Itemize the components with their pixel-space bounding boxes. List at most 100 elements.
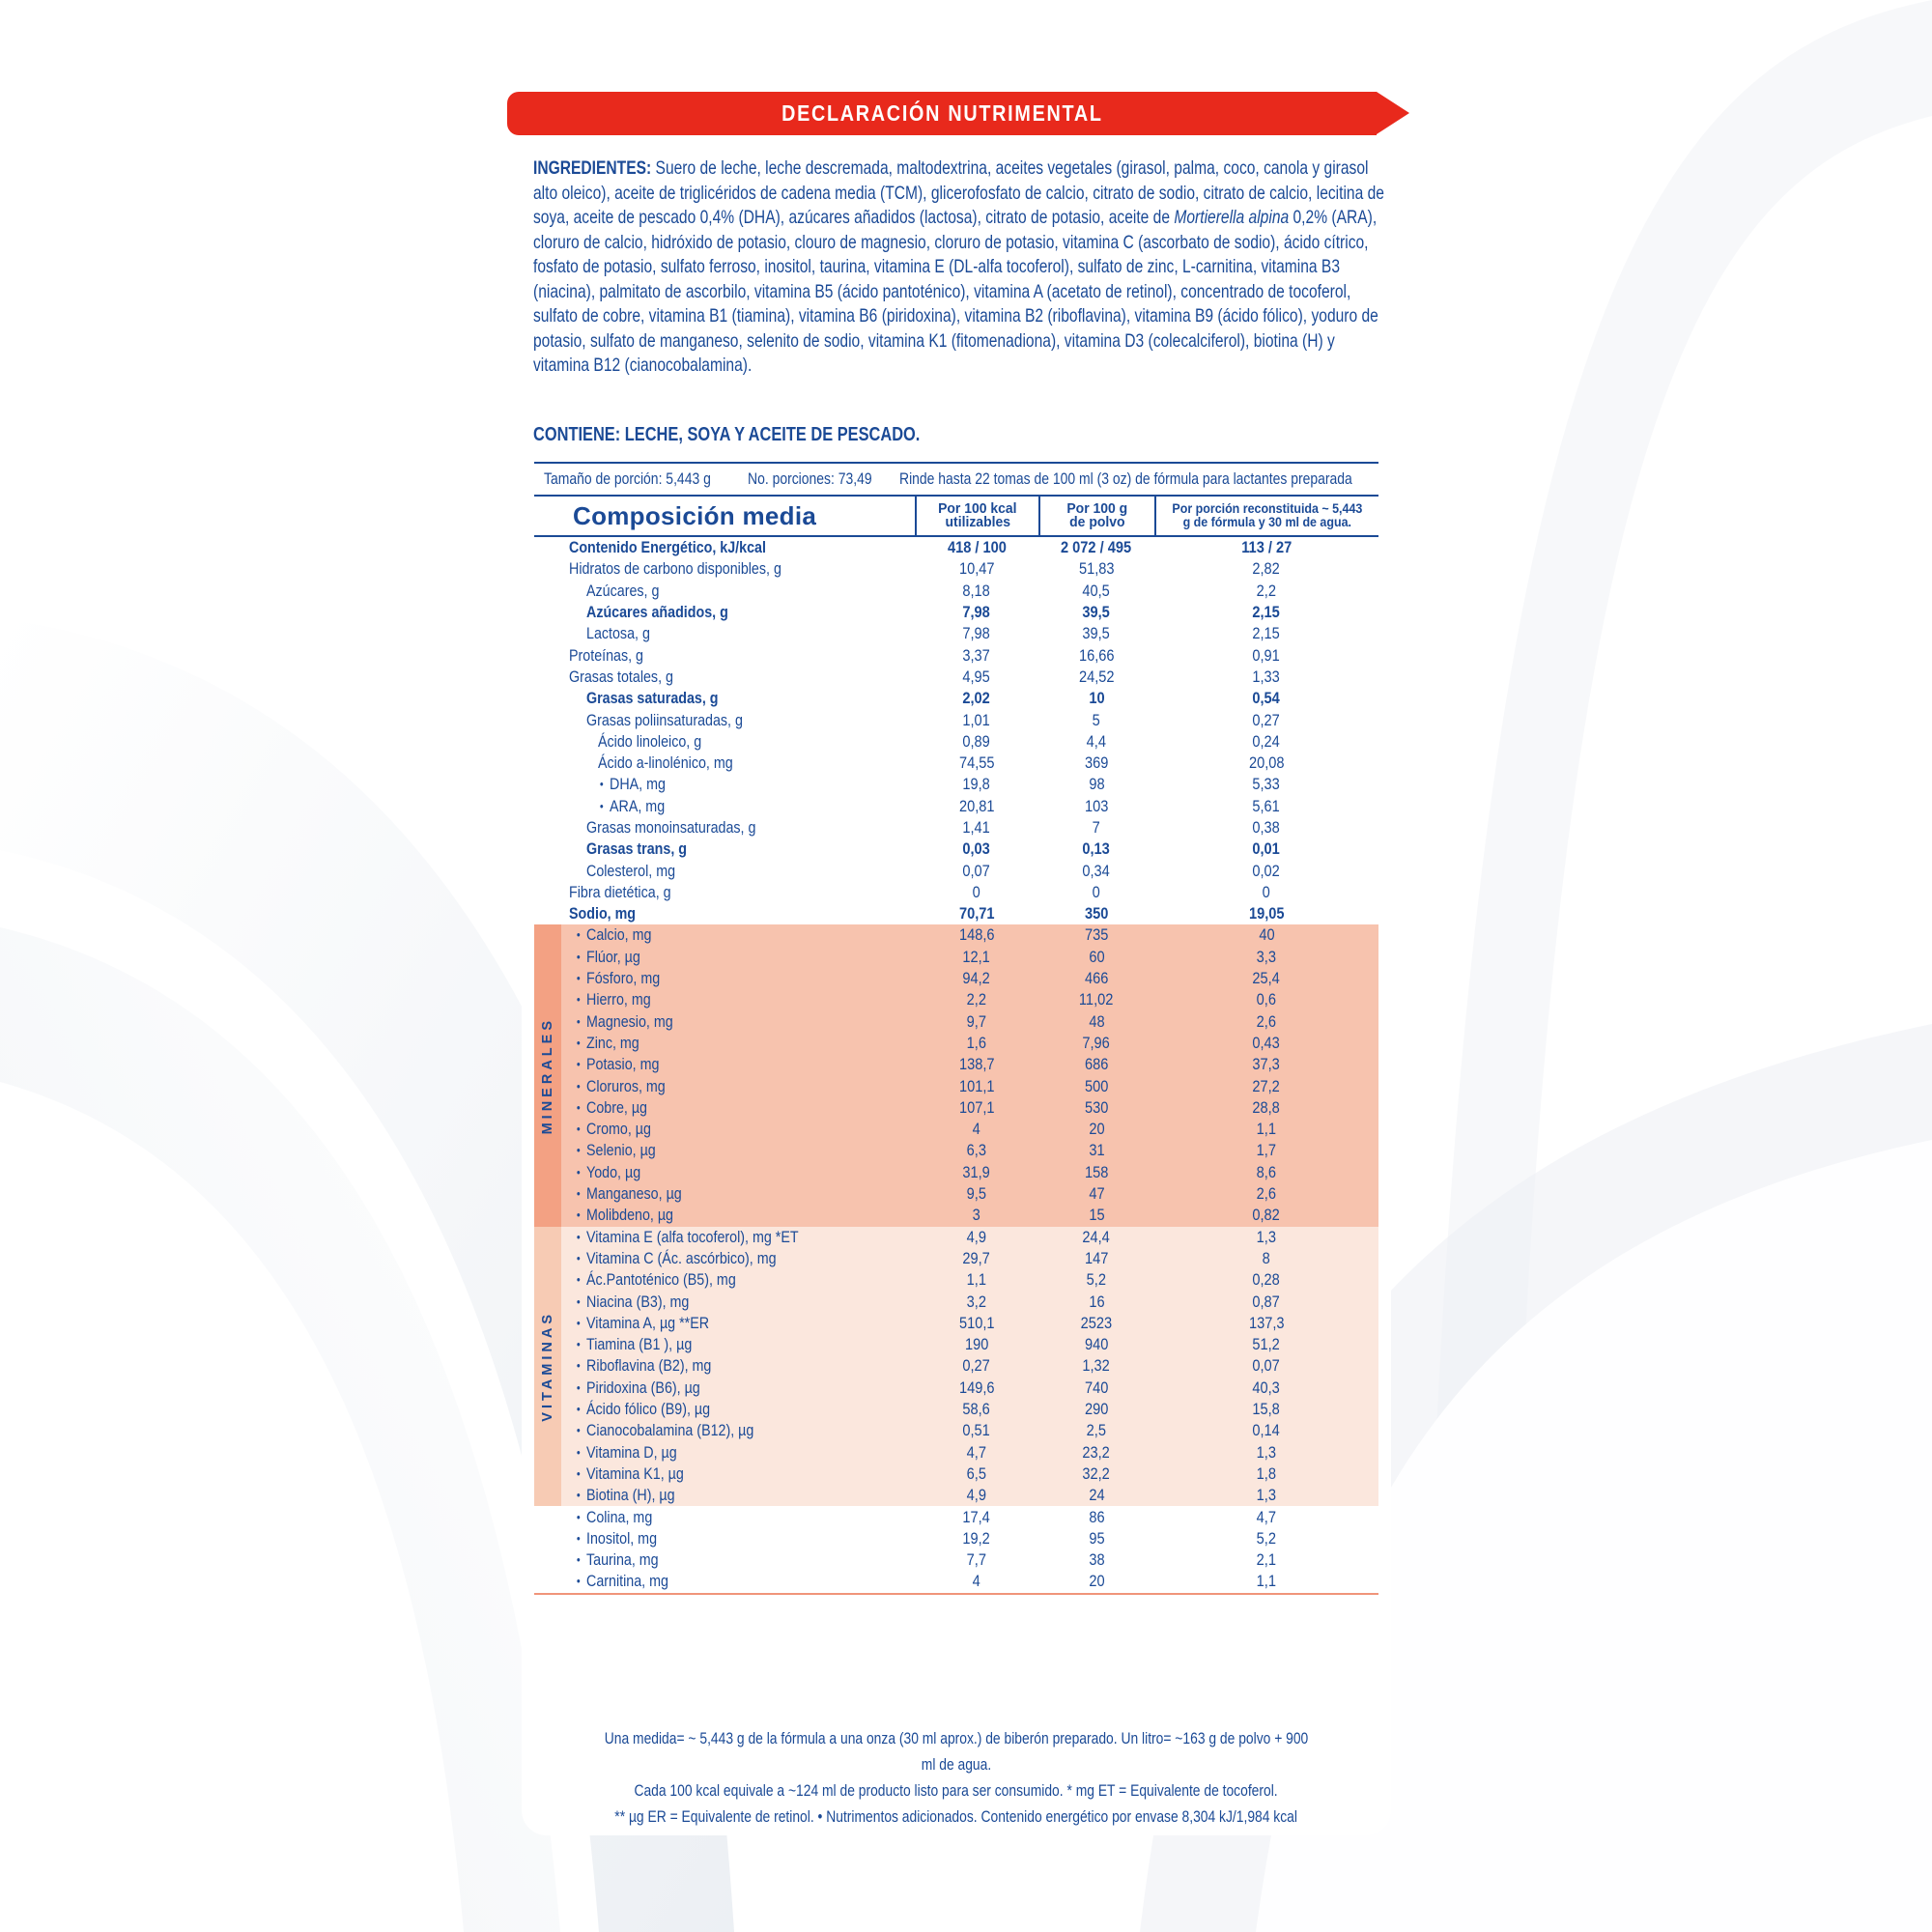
table-row: Colesterol, mg 0,07 0,34 0,02 <box>534 860 1378 881</box>
nutrient-label: Sodio, mg <box>569 904 637 923</box>
table-row: Cianocobalamina (B12), µg 0,51 2,5 0,14 <box>534 1420 1378 1441</box>
value-per-100kcal: 1,41 <box>962 818 991 837</box>
value-per-serving: 1,3 <box>1256 1442 1277 1462</box>
value-per-serving: 0 <box>1262 882 1271 901</box>
col0-line1: Por 100 kcal <box>938 500 1017 517</box>
value-per-100g: 24,4 <box>1082 1227 1111 1246</box>
value-per-100g: 7 <box>1092 818 1101 837</box>
value-per-100kcal: 1,01 <box>962 710 991 729</box>
table-section-otros: Colina, mg 17,4 86 4,7 Inositol, mg 19,2 95 5,2… <box>534 1506 1378 1592</box>
value-per-100kcal: 4 <box>972 1572 981 1591</box>
value-per-100kcal: 0,07 <box>962 861 991 880</box>
value-per-100g: 24,52 <box>1078 667 1115 686</box>
value-per-100kcal: 31,9 <box>962 1162 991 1181</box>
value-per-serving: 1,8 <box>1256 1463 1277 1483</box>
footnotes: Una medida= ~ 5,443 g de la fórmula a un… <box>534 1726 1378 1831</box>
table-row: Flúor, µg 12,1 60 3,3 <box>534 947 1378 968</box>
value-per-serving: 1,1 <box>1256 1572 1277 1591</box>
value-per-serving: 0,01 <box>1252 839 1281 859</box>
value-per-serving: 2,6 <box>1256 1011 1277 1031</box>
ingredients-body-2: 0,2% (ARA), cloruro de calcio, hidróxido… <box>533 207 1378 376</box>
value-per-100g: 2 072 / 495 <box>1061 538 1132 557</box>
table-row: Ácido fólico (B9), µg 58,6 290 15,8 <box>534 1399 1378 1420</box>
banner-title: DECLARACIÓN NUTRIMENTAL <box>781 100 1103 126</box>
nutrient-label: Cromo, µg <box>534 1120 915 1139</box>
value-per-100kcal: 74,55 <box>958 753 995 773</box>
value-per-100g: 0,13 <box>1082 839 1111 859</box>
table-section-minerales: MINERALES Calcio, mg 148,6 735 40 Flúor, µg 12… <box>534 924 1378 1227</box>
table-row: Hierro, mg 2,2 11,02 0,6 <box>534 989 1378 1010</box>
nutrient-label: Piridoxina (B6), µg <box>534 1378 915 1398</box>
value-per-serving: 37,3 <box>1252 1055 1281 1074</box>
nutrient-label: Taurina, mg <box>534 1550 915 1570</box>
nutrient-label: Grasas saturadas, g <box>586 689 719 708</box>
value-per-100g: 2523 <box>1080 1313 1113 1332</box>
value-per-100g: 47 <box>1088 1184 1105 1204</box>
table-row: Cloruros, mg 101,1 500 27,2 <box>534 1075 1378 1096</box>
value-per-100g: 0 <box>1092 882 1101 901</box>
value-per-100g: 39,5 <box>1082 603 1111 622</box>
value-per-100kcal: 0 <box>972 882 981 901</box>
nutrient-label: Zinc, mg <box>534 1034 915 1053</box>
column-header-per-serving: Por porción reconstituida ~ 5,443 g de f… <box>1154 497 1378 535</box>
nutrient-label: Fibra dietética, g <box>569 882 671 901</box>
value-per-serving: 8,6 <box>1256 1162 1277 1181</box>
value-per-100g: 103 <box>1084 796 1109 815</box>
table-row: Lactosa, g 7,98 39,5 2,15 <box>534 623 1378 644</box>
nutrient-label: Proteínas, g <box>569 645 644 665</box>
table-row: Contenido Energético, kJ/kcal 418 / 100 2 … <box>534 537 1378 558</box>
table-section-vitaminas: VITAMINAS Vitamina E (alfa tocoferol), mg… <box>534 1226 1378 1507</box>
col2-line1: Por porción reconstituida ~ 5,443 <box>1172 501 1363 516</box>
value-per-100g: 48 <box>1088 1011 1105 1031</box>
table-row: Ác.Pantoténico (B5), mg 1,1 5,2 0,28 <box>534 1269 1378 1291</box>
nutrient-label: Ácido linoleico, g <box>598 731 702 751</box>
value-per-serving: 40 <box>1258 925 1275 945</box>
nutrient-label: Molibdeno, µg <box>534 1206 915 1225</box>
table-row: Cromo, µg 4 20 1,1 <box>534 1119 1378 1140</box>
nutrient-label: Grasas totales, g <box>569 667 673 686</box>
value-per-serving: 0,27 <box>1252 710 1281 729</box>
table-row: Fósforo, mg 94,2 466 25,4 <box>534 968 1378 989</box>
value-per-100kcal: 3,2 <box>966 1292 987 1311</box>
value-per-serving: 2,15 <box>1252 624 1281 643</box>
table-header-row: Composición media Por 100 kcal utilizabl… <box>534 497 1378 537</box>
value-per-100g: 7,96 <box>1082 1033 1111 1052</box>
value-per-100kcal: 3 <box>972 1206 981 1225</box>
col1-line1: Por 100 g <box>1066 500 1128 517</box>
value-per-100kcal: 6,5 <box>966 1463 987 1483</box>
table-section-general: Contenido Energético, kJ/kcal 418 / 100 2 … <box>534 537 1378 924</box>
table-row: ARA, mg 20,81 103 5,61 <box>534 796 1378 817</box>
value-per-100kcal: 418 / 100 <box>947 538 1007 557</box>
table-row: Azúcares añadidos, g 7,98 39,5 2,15 <box>534 602 1378 623</box>
table-row: Niacina (B3), mg 3,2 16 0,87 <box>534 1291 1378 1312</box>
value-per-serving: 1,1 <box>1256 1120 1277 1139</box>
value-per-100g: 686 <box>1084 1055 1109 1074</box>
allergen-statement: CONTIENE: LECHE, SOYA Y ACEITE DE PESCAD… <box>533 423 921 445</box>
value-per-100kcal: 9,7 <box>966 1011 987 1031</box>
nutrient-label: Ác.Pantoténico (B5), mg <box>534 1270 915 1290</box>
value-per-100g: 32,2 <box>1082 1463 1111 1483</box>
section-side-label-text: MINERALES <box>540 1016 555 1135</box>
table-row: Grasas totales, g 4,95 24,52 1,33 <box>534 667 1378 688</box>
table-row: Azúcares, g 8,18 40,5 2,2 <box>534 581 1378 602</box>
value-per-100kcal: 107,1 <box>958 1097 995 1117</box>
nutrient-label: Tiamina (B1 ), µg <box>534 1335 915 1354</box>
value-per-100g: 16 <box>1088 1292 1105 1311</box>
value-per-serving: 8 <box>1262 1248 1271 1267</box>
value-per-100g: 350 <box>1084 904 1109 923</box>
value-per-100g: 24 <box>1088 1486 1105 1505</box>
nutrient-label: Azúcares añadidos, g <box>586 603 728 622</box>
value-per-100kcal: 1,1 <box>966 1270 987 1290</box>
value-per-100kcal: 101,1 <box>958 1076 995 1095</box>
nutrient-label: Ácido a-linolénico, mg <box>598 753 733 773</box>
nutrient-label: Biotina (H), µg <box>534 1486 915 1505</box>
value-per-100kcal: 2,02 <box>962 689 991 708</box>
value-per-100kcal: 0,03 <box>962 839 991 859</box>
value-per-serving: 0,82 <box>1252 1206 1281 1225</box>
footnote-2-text: Cada 100 kcal equivale a ~124 ml de prod… <box>634 1782 1279 1800</box>
value-per-100kcal: 4,9 <box>966 1486 987 1505</box>
value-per-serving: 0,87 <box>1252 1292 1281 1311</box>
value-per-100kcal: 7,98 <box>962 624 991 643</box>
value-per-serving: 5,2 <box>1256 1528 1277 1548</box>
table-row: Grasas trans, g 0,03 0,13 0,01 <box>534 838 1378 860</box>
